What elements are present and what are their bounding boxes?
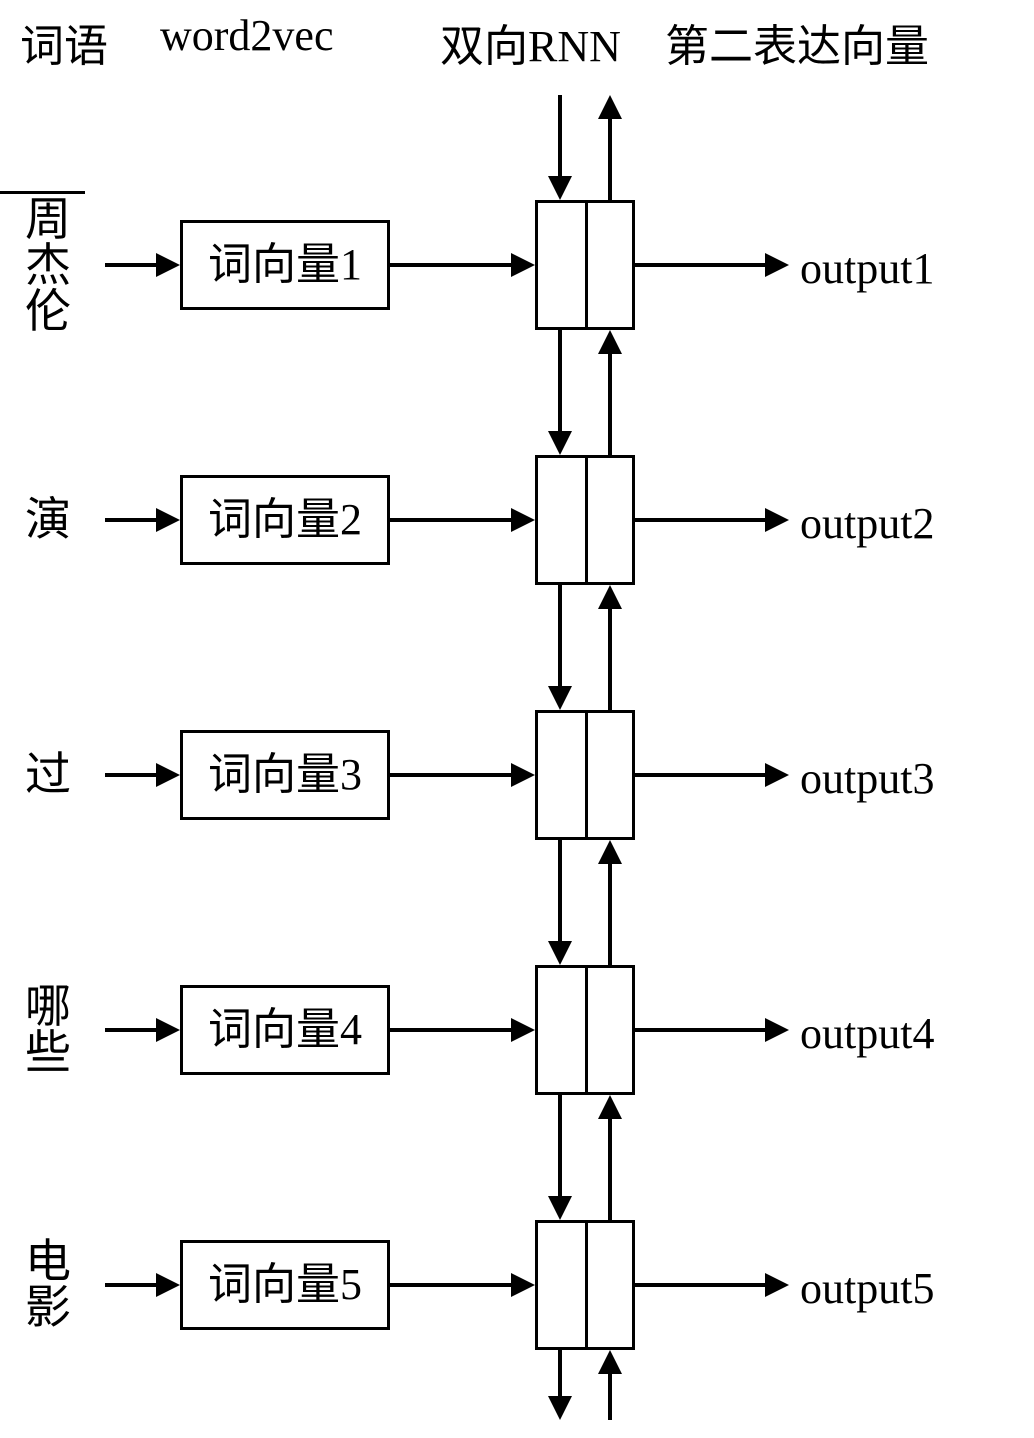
word-label: 电 影 [25, 1239, 71, 1331]
rnn-cell [535, 455, 635, 585]
word-vector-box: 词向量2 [180, 475, 390, 565]
word-label: 过 [25, 752, 71, 798]
word-vector-label: 词向量1 [208, 243, 362, 287]
word-vector-label: 词向量5 [208, 1263, 362, 1307]
output-label: output3 [800, 753, 934, 804]
word-label: 哪 些 [25, 984, 71, 1076]
word-vector-label: 词向量2 [208, 498, 362, 542]
word-vector-box: 词向量3 [180, 730, 390, 820]
header-output: 第二表达向量 [665, 10, 929, 74]
word-label: 周 杰 伦 [25, 197, 71, 335]
word-vector-label: 词向量4 [208, 1008, 362, 1052]
word-vector-label: 词向量3 [208, 753, 362, 797]
output-label: output1 [800, 243, 934, 294]
word-vector-box: 词向量4 [180, 985, 390, 1075]
output-label: output4 [800, 1008, 934, 1059]
rnn-cell [535, 965, 635, 1095]
header-rnn: 双向RNN [440, 10, 621, 74]
word-underline [0, 191, 85, 194]
rnn-cell [535, 200, 635, 330]
output-label: output2 [800, 498, 934, 549]
rnn-cell [535, 710, 635, 840]
word-label: 演 [25, 497, 71, 543]
word-vector-box: 词向量5 [180, 1240, 390, 1330]
header-w2v: word2vec [160, 10, 334, 61]
output-label: output5 [800, 1263, 934, 1314]
header-words: 词语 [20, 10, 108, 74]
rnn-cell [535, 1220, 635, 1350]
word-vector-box: 词向量1 [180, 220, 390, 310]
